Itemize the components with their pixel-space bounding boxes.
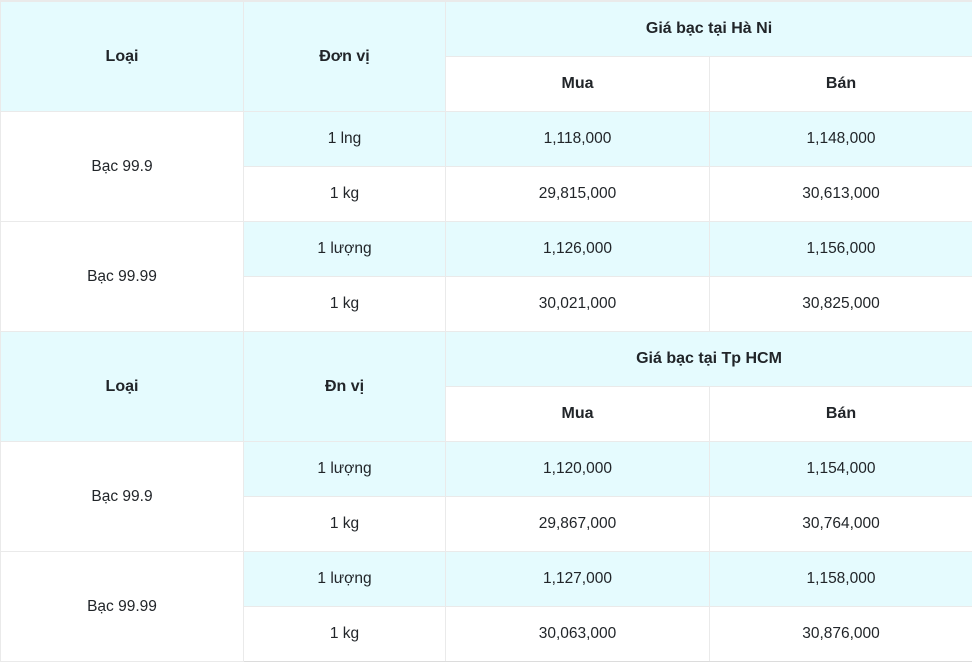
- sell-price-cell: 30,764,000: [708, 496, 972, 552]
- type-cell: Bạc 99.99: [0, 551, 244, 662]
- sell-column-header: Bán: [708, 386, 972, 442]
- section1-header-row: Loại Đơn vị Giá bạc tại Hà Ni: [0, 1, 972, 112]
- unit-cell: 1 lng: [243, 111, 446, 167]
- unit-cell: 1 lượng: [243, 441, 446, 497]
- table-row: Bạc 99.99 1 lượng 1,126,000 1,156,000: [0, 221, 972, 332]
- sell-price-cell: 1,154,000: [708, 441, 972, 497]
- table-row: Bạc 99.9 1 lng 1,118,000 1,148,000: [0, 111, 972, 222]
- table-row: Bạc 99.9 1 lượng 1,120,000 1,154,000: [0, 441, 972, 552]
- unit-column-header: Đơn vị: [243, 1, 446, 112]
- buy-price-cell: 30,063,000: [445, 606, 710, 662]
- unit-cell: 1 kg: [243, 276, 446, 332]
- sell-price-cell: 1,158,000: [708, 551, 972, 607]
- table-row: 1 kg 29,815,000 30,613,000: [1, 166, 972, 222]
- city-group-header-hcm: Giá bạc tại Tp HCM: [444, 331, 972, 387]
- buy-column-header: Mua: [445, 386, 710, 442]
- table-row: Bạc 99.99 1 lượng 1,127,000 1,158,000: [0, 551, 972, 662]
- buy-price-cell: 30,021,000: [445, 276, 710, 332]
- section1-subheader-row: Mua Bán: [1, 56, 972, 112]
- sell-price-cell: 1,156,000: [708, 221, 972, 277]
- unit-cell: 1 kg: [243, 166, 446, 222]
- buy-price-cell: 1,118,000: [445, 111, 710, 167]
- table-row: 1 kg 30,021,000 30,825,000: [1, 276, 972, 332]
- type-column-header: Loại: [0, 331, 244, 442]
- sell-price-cell: 30,825,000: [708, 276, 972, 332]
- unit-cell: 1 kg: [243, 496, 446, 552]
- table-row: 1 kg 30,063,000 30,876,000: [1, 606, 972, 662]
- sell-price-cell: 30,613,000: [708, 166, 972, 222]
- buy-price-cell: 1,127,000: [445, 551, 710, 607]
- buy-price-cell: 29,815,000: [445, 166, 710, 222]
- section2-header-row: Loại Đn vị Giá bạc tại Tp HCM: [0, 331, 972, 442]
- type-cell: Bạc 99.9: [0, 111, 244, 222]
- buy-price-cell: 1,120,000: [445, 441, 710, 497]
- buy-column-header: Mua: [445, 56, 710, 112]
- type-cell: Bạc 99.9: [0, 441, 244, 552]
- buy-price-cell: 29,867,000: [445, 496, 710, 552]
- sell-column-header: Bán: [708, 56, 972, 112]
- type-column-header: Loại: [0, 1, 244, 112]
- unit-column-header: Đn vị: [243, 331, 446, 442]
- buy-price-cell: 1,126,000: [445, 221, 710, 277]
- city-group-header-hanoi: Giá bạc tại Hà Ni: [444, 1, 972, 57]
- unit-cell: 1 lượng: [243, 221, 446, 277]
- unit-cell: 1 kg: [243, 606, 446, 662]
- unit-cell: 1 lượng: [243, 551, 446, 607]
- sell-price-cell: 1,148,000: [708, 111, 972, 167]
- sell-price-cell: 30,876,000: [708, 606, 972, 662]
- section2-subheader-row: Mua Bán: [1, 386, 972, 442]
- table-row: 1 kg 29,867,000 30,764,000: [1, 496, 972, 552]
- type-cell: Bạc 99.99: [0, 221, 244, 332]
